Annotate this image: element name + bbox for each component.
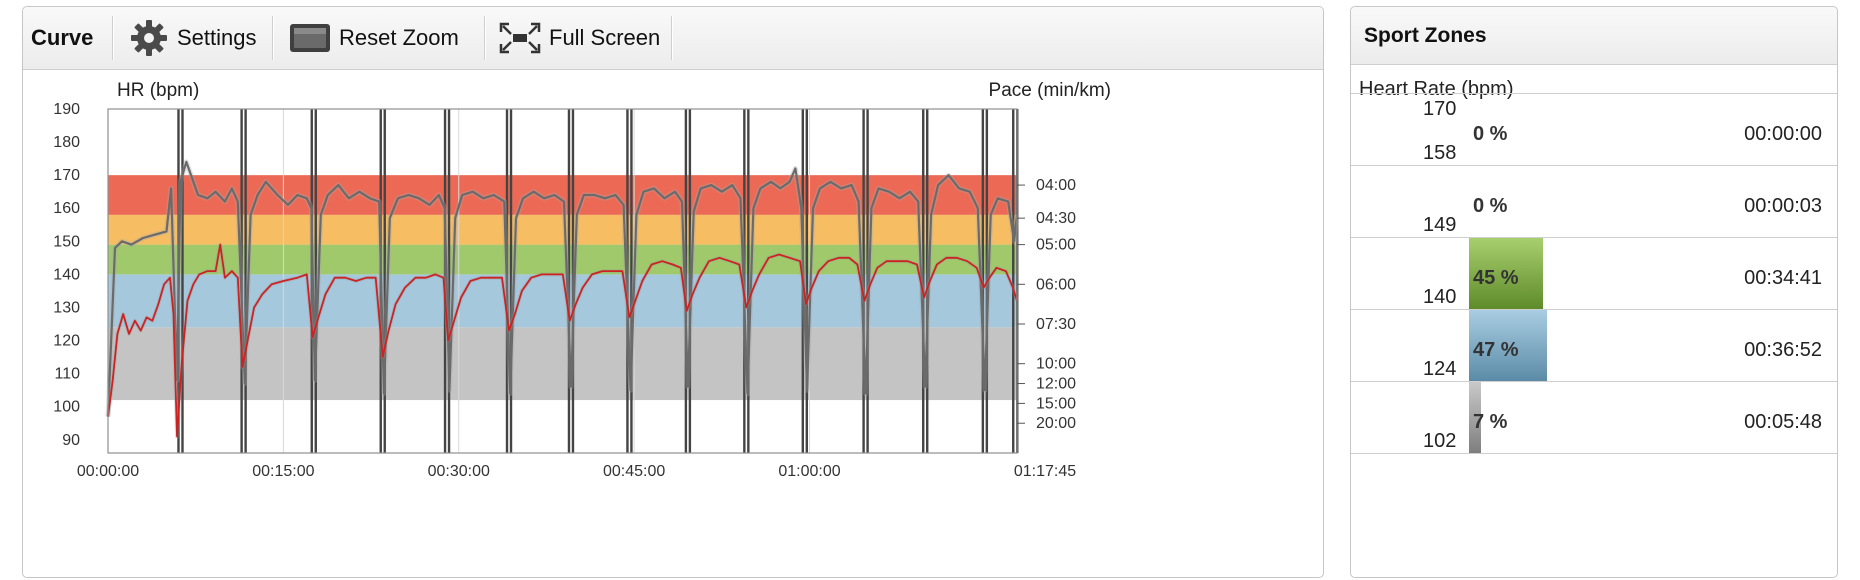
- y2-axis-title: Pace (min/km): [989, 80, 1111, 101]
- zones-header: Sport Zones: [1351, 7, 1837, 65]
- zone-time: 00:36:52: [1744, 339, 1822, 361]
- zone-row-1[interactable]: 102 7 % 00:05:48: [1351, 381, 1837, 454]
- zone-time: 00:00:00: [1744, 123, 1822, 145]
- toolbar-divider: [671, 16, 672, 60]
- zone-table-end: [1351, 453, 1837, 454]
- y2-tick-label: 05:00: [1036, 237, 1076, 254]
- x-tick-label: 01:00:00: [778, 463, 840, 480]
- full-screen-label: Full Screen: [549, 25, 661, 50]
- zone-percent: 45 %: [1473, 267, 1519, 289]
- zone-bar: [1469, 310, 1547, 382]
- lap-markers: [177, 109, 1019, 453]
- settings-button[interactable]: Settings: [129, 7, 257, 69]
- y2-tick-label: 10:00: [1036, 356, 1076, 373]
- zone-band-2: [108, 274, 1017, 328]
- zones-subtitle: Heart Rate (bpm): [1359, 78, 1514, 100]
- curve-panel: Curve Settings: [22, 6, 1324, 578]
- y2-tick-label: 12:00: [1036, 376, 1076, 393]
- y-tick-label: 150: [53, 233, 80, 250]
- y-axis-ticks: 190 180 170 160 150 140 130 120 110 100 90: [53, 101, 80, 449]
- zone-bar: [1469, 238, 1543, 310]
- toolbar-divider: [112, 16, 113, 60]
- x-tick-label: 01:17:45: [1014, 463, 1076, 480]
- zones-title: Sport Zones: [1364, 24, 1487, 47]
- panel-title: Curve: [31, 25, 94, 50]
- zone-row-5[interactable]: 170 158 0 % 00:00:00: [1351, 93, 1837, 166]
- zone-band-3: [108, 244, 1017, 275]
- reset-zoom-icon: [290, 24, 330, 52]
- toolbar-divider: [484, 16, 485, 60]
- y2-tick-label: 06:00: [1036, 276, 1076, 293]
- reset-zoom-label: Reset Zoom: [339, 25, 459, 50]
- y-tick-label: 130: [53, 299, 80, 316]
- y2-tick-label: 07:30: [1036, 316, 1076, 333]
- y-tick-label: 190: [53, 101, 80, 118]
- zone-percent: 7 %: [1473, 411, 1508, 433]
- y-tick-label: 170: [53, 167, 80, 184]
- series: [105, 159, 1020, 439]
- sport-zones-panel: Sport Zones Heart Rate (bpm) 170 158 0 %…: [1350, 6, 1838, 578]
- x-tick-label: 00:15:00: [252, 463, 314, 480]
- zone-lower-bound: 158: [1423, 142, 1457, 164]
- y2-tick-label: 20:00: [1036, 415, 1076, 432]
- y-tick-label: 110: [54, 366, 80, 383]
- y-axis-title: HR (bpm): [117, 80, 199, 101]
- y-tick-label: 140: [53, 266, 80, 283]
- toolbar-divider: [272, 16, 273, 60]
- y-tick-label: 120: [53, 333, 80, 350]
- settings-label: Settings: [177, 25, 257, 50]
- full-screen-button[interactable]: Full Screen: [499, 7, 660, 69]
- full-screen-icon: [499, 22, 541, 54]
- y2-tick-label: 04:30: [1036, 210, 1076, 227]
- hr-line: [106, 160, 1019, 417]
- y2-tick-label: 15:00: [1036, 395, 1076, 412]
- hr-pace-chart[interactable]: HR (bpm) Pace (min/km) 190 180 170 160 150 14…: [23, 70, 1323, 577]
- zone-upper-bound: 170: [1423, 98, 1457, 120]
- zone-percent: 47 %: [1473, 339, 1519, 361]
- x-tick-label: 00:00:00: [77, 463, 139, 480]
- zone-time: 00:05:48: [1744, 411, 1822, 433]
- x-tick-label: 00:30:00: [428, 463, 490, 480]
- zone-percent: 0 %: [1473, 123, 1508, 145]
- zone-bar: [1469, 382, 1481, 454]
- zone-percent: 0 %: [1473, 195, 1508, 217]
- zone-row-3[interactable]: 140 45 % 00:34:41: [1351, 237, 1837, 310]
- zone-bands: [108, 109, 1017, 453]
- plot-frame: [107, 108, 1018, 454]
- y-tick-label: 90: [62, 432, 80, 449]
- zone-time: 00:34:41: [1744, 267, 1822, 289]
- y-tick-label: 160: [53, 200, 80, 217]
- chart-canvas[interactable]: HR (bpm) Pace (min/km) 190 180 170 160 150 14…: [23, 70, 1323, 577]
- zone-lower-bound: 124: [1423, 358, 1457, 380]
- gear-icon: [131, 20, 167, 56]
- zone-row-4[interactable]: 149 0 % 00:00:03: [1351, 165, 1837, 238]
- zone-lower-bound: 149: [1423, 214, 1457, 236]
- zone-band-5: [108, 175, 1017, 215]
- y2-tick-label: 04:00: [1036, 177, 1076, 194]
- pace-line: [107, 243, 1018, 438]
- chart-toolbar: Curve Settings: [23, 7, 1323, 70]
- x-tick-label: 00:45:00: [603, 463, 665, 480]
- zone-lower-bound: 140: [1423, 286, 1457, 308]
- y-tick-label: 100: [53, 399, 80, 416]
- y2-axis-ticks: 04:00 04:30 05:00 06:00 07:30 10:00 12:00 15:00…: [1017, 177, 1076, 432]
- y-tick-label: 180: [53, 134, 80, 151]
- zone-row-2[interactable]: 124 47 % 00:36:52: [1351, 309, 1837, 382]
- reset-zoom-button[interactable]: Reset Zoom: [289, 7, 459, 69]
- x-axis-ticks: 00:00:00 00:15:00 00:30:00 00:45:00 01:00:00…: [77, 463, 1076, 480]
- zone-lower-bound: 102: [1423, 430, 1457, 452]
- zone-time: 00:00:03: [1744, 195, 1822, 217]
- zone-band-4: [108, 214, 1017, 245]
